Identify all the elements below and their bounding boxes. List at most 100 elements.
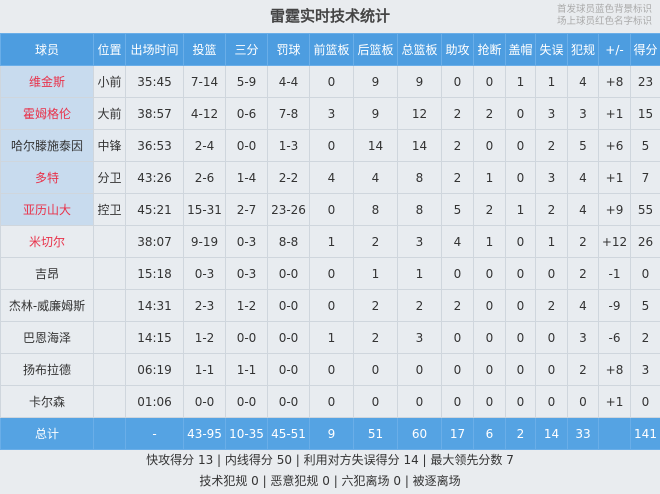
total-cell: 60 — [397, 417, 442, 450]
total-cell — [93, 417, 126, 450]
column-header[interactable]: 犯规 — [567, 33, 599, 66]
stat-cell: 3 — [630, 353, 660, 386]
player-name[interactable]: 扬布拉德 — [0, 353, 94, 386]
player-name[interactable]: 亚历山大 — [0, 193, 94, 226]
page-title: 雷霆实时技术统计 — [269, 7, 390, 25]
stat-cell: -9 — [598, 289, 631, 322]
player-name[interactable]: 巴恩海泽 — [0, 321, 94, 354]
player-name[interactable]: 维金斯 — [0, 65, 94, 98]
stat-cell: 15-31 — [183, 193, 226, 226]
column-header[interactable]: 得分 — [630, 33, 660, 66]
stat-cell: 0 — [505, 161, 536, 194]
player-name[interactable]: 哈尔滕施泰因 — [0, 129, 94, 162]
column-header[interactable]: 盖帽 — [505, 33, 536, 66]
stat-cell: +6 — [598, 129, 631, 162]
stat-cell: 小前 — [93, 65, 126, 98]
column-header[interactable]: 位置 — [93, 33, 126, 66]
player-row: 杰林-威廉姆斯 14:31 2-3 1-2 0-0 0 2 2 2 0 0 2 4 -9 5 — [0, 289, 660, 322]
player-name[interactable]: 卡尔森 — [0, 385, 94, 418]
player-row: 维金斯 小前 35:45 7-14 5-9 4-4 0 9 9 0 0 1 1 4 +8 23 — [0, 65, 660, 98]
stat-cell: -6 — [598, 321, 631, 354]
total-cell: 43-95 — [183, 417, 226, 450]
stat-cell: 2 — [441, 289, 474, 322]
column-header[interactable]: 三分 — [225, 33, 268, 66]
stat-cell: 23 — [630, 65, 660, 98]
summary-line-1: 快攻得分 13 | 内线得分 50 | 利用对方失误得分 14 | 最大领先分数… — [146, 453, 514, 467]
total-label: 总计 — [0, 417, 94, 450]
total-cell: 141 — [630, 417, 660, 450]
total-row: 总计 -43-95 10-35 45-51 9 51 60 17 6 2 14 33 141 — [0, 417, 660, 450]
stat-cell: 14 — [397, 129, 442, 162]
stat-cell: 5 — [441, 193, 474, 226]
stat-cell: 3 — [535, 97, 568, 130]
total-cell: 10-35 — [225, 417, 268, 450]
stat-cell: 0 — [505, 353, 536, 386]
total-cell: 45-51 — [267, 417, 310, 450]
stat-cell: 3 — [397, 225, 442, 258]
stat-cell — [93, 321, 126, 354]
stat-cell: 0 — [505, 225, 536, 258]
column-header[interactable]: 出场时间 — [125, 33, 184, 66]
total-cell: 2 — [505, 417, 536, 450]
stat-cell — [93, 353, 126, 386]
stat-cell: 1 — [397, 257, 442, 290]
player-row: 扬布拉德 06:19 1-1 1-1 0-0 0 0 0 0 0 0 0 2 +8 3 — [0, 353, 660, 386]
stat-cell: 4 — [353, 161, 398, 194]
stat-cell: 2 — [535, 289, 568, 322]
stat-cell: 0 — [441, 65, 474, 98]
player-row: 米切尔 38:07 9-19 0-3 8-8 1 2 3 4 1 0 1 2 +12 26 — [0, 225, 660, 258]
stat-cell: 4-4 — [267, 65, 310, 98]
stat-cell — [93, 257, 126, 290]
stat-cell: -1 — [598, 257, 631, 290]
stat-cell: 0-0 — [267, 321, 310, 354]
stat-cell: 4 — [567, 65, 599, 98]
column-header[interactable]: +/- — [598, 33, 631, 66]
stat-cell: 0 — [309, 193, 354, 226]
stat-cell: 4 — [441, 225, 474, 258]
column-header[interactable]: 后篮板 — [353, 33, 398, 66]
stat-cell: 2-6 — [183, 161, 226, 194]
column-header[interactable]: 总篮板 — [397, 33, 442, 66]
column-header[interactable]: 抢断 — [473, 33, 506, 66]
stat-cell: +8 — [598, 353, 631, 386]
column-header[interactable]: 罚球 — [267, 33, 310, 66]
stat-cell: 0 — [473, 65, 506, 98]
stat-cell: 2 — [567, 257, 599, 290]
stat-cell: +1 — [598, 161, 631, 194]
player-name[interactable]: 吉昂 — [0, 257, 94, 290]
column-header[interactable]: 投篮 — [183, 33, 226, 66]
player-name[interactable]: 杰林-威廉姆斯 — [0, 289, 94, 322]
stat-cell: 2 — [353, 289, 398, 322]
stat-cell: 0-0 — [267, 385, 310, 418]
stat-cell: 1-3 — [267, 129, 310, 162]
stat-cell: 4-12 — [183, 97, 226, 130]
stat-cell: 0 — [441, 353, 474, 386]
column-header[interactable]: 前篮板 — [309, 33, 354, 66]
stat-cell: 0 — [309, 65, 354, 98]
player-name[interactable]: 霍姆格伦 — [0, 97, 94, 130]
stat-cell — [93, 225, 126, 258]
stat-cell: 9 — [353, 65, 398, 98]
stat-cell: 3 — [567, 97, 599, 130]
player-name[interactable]: 多特 — [0, 161, 94, 194]
stat-cell: 0 — [309, 129, 354, 162]
column-header[interactable]: 球员 — [0, 33, 94, 66]
column-header[interactable]: 失误 — [535, 33, 568, 66]
stat-cell: +12 — [598, 225, 631, 258]
stat-cell: 2 — [473, 193, 506, 226]
column-header[interactable]: 助攻 — [441, 33, 474, 66]
stat-cell: 0-0 — [183, 385, 226, 418]
stat-cell: 1 — [535, 65, 568, 98]
stat-cell: 1 — [309, 225, 354, 258]
stat-cell: 5 — [630, 129, 660, 162]
stat-cell: 3 — [309, 97, 354, 130]
total-cell: 14 — [535, 417, 568, 450]
stat-cell: 0 — [441, 257, 474, 290]
stat-cell: 5-9 — [225, 65, 268, 98]
stat-cell: 0 — [505, 97, 536, 130]
stat-cell: 0-3 — [225, 257, 268, 290]
stat-cell: 9 — [353, 97, 398, 130]
stat-cell: 0 — [535, 321, 568, 354]
stat-cell: 06:19 — [125, 353, 184, 386]
player-name[interactable]: 米切尔 — [0, 225, 94, 258]
